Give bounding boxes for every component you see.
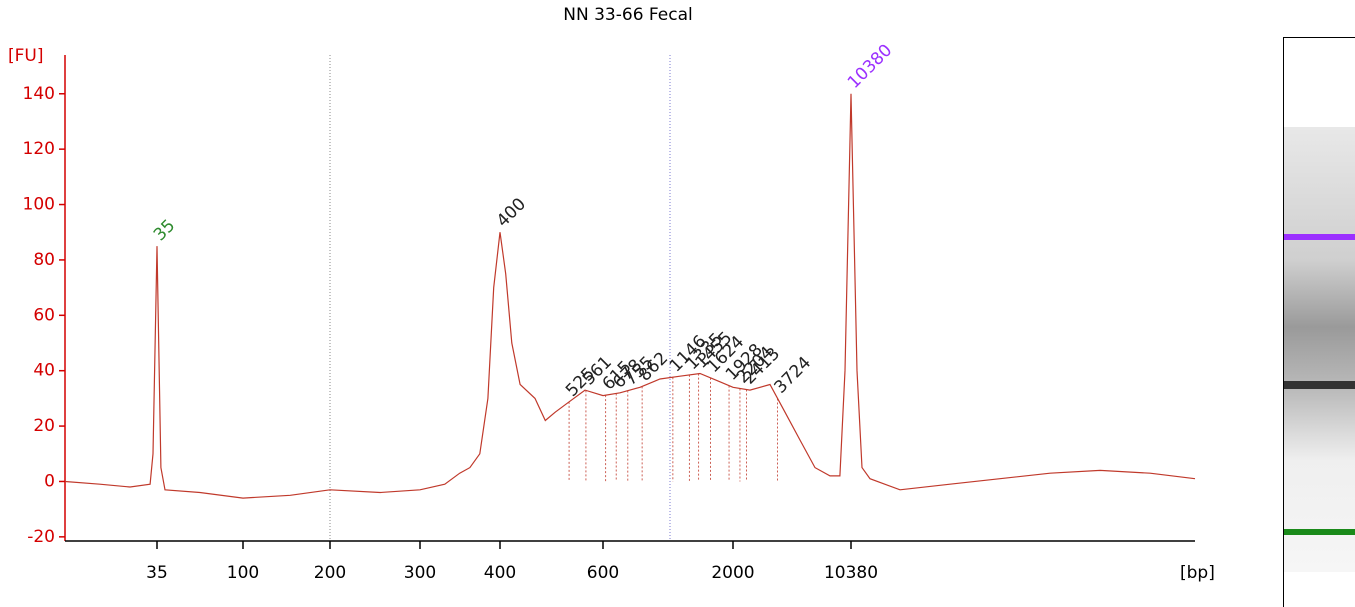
gel-band-lower bbox=[1284, 529, 1355, 535]
peak-label: 35 bbox=[150, 216, 179, 245]
y-tick-label: 80 bbox=[33, 250, 55, 270]
x-tick-label: 300 bbox=[404, 563, 436, 583]
y-tick-label: 20 bbox=[33, 416, 55, 436]
x-tick-label: 35 bbox=[146, 563, 168, 583]
y-tick-label: 120 bbox=[23, 139, 55, 159]
x-axis-label: [bp] bbox=[1180, 563, 1215, 583]
x-tick-label: 400 bbox=[484, 563, 516, 583]
y-tick-label: 140 bbox=[23, 84, 55, 104]
gel-lane bbox=[1283, 37, 1355, 607]
x-tick-label: 600 bbox=[587, 563, 619, 583]
trace bbox=[64, 93, 1196, 499]
y-tick-label: -20 bbox=[27, 527, 55, 547]
x-tick-label: 200 bbox=[314, 563, 346, 583]
gel-band-upper bbox=[1284, 234, 1355, 240]
y-tick-label: 100 bbox=[23, 195, 55, 215]
gel-smear bbox=[1284, 127, 1355, 572]
y-tick-label: 40 bbox=[33, 361, 55, 381]
y-tick-label: 0 bbox=[44, 471, 55, 491]
chart-title: NN 33-66 Fecal bbox=[563, 5, 692, 25]
peak-label: 10380 bbox=[844, 40, 896, 92]
x-tick-label: 10380 bbox=[824, 563, 878, 583]
peak-label: 400 bbox=[493, 194, 530, 231]
y-tick-label: 60 bbox=[33, 305, 55, 325]
gel-band-main bbox=[1284, 381, 1355, 389]
y-axis-label: [FU] bbox=[8, 46, 44, 66]
x-tick-label: 2000 bbox=[711, 563, 754, 583]
x-tick-label: 100 bbox=[227, 563, 259, 583]
